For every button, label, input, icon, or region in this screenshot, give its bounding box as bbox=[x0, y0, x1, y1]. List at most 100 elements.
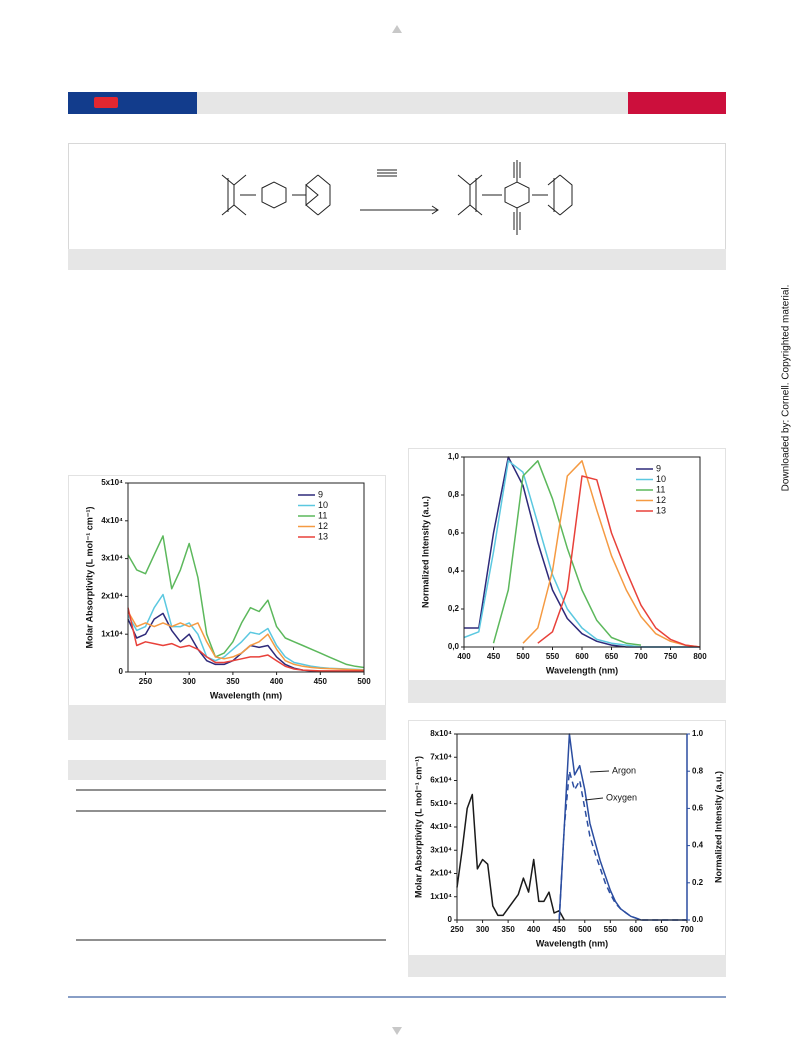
x-tick-label: 250 bbox=[139, 677, 153, 686]
legend-label: 11 bbox=[318, 510, 327, 520]
y-tick-label: 2x10⁴ bbox=[101, 592, 123, 601]
y-tick-label: 1x10⁴ bbox=[101, 629, 123, 638]
annotation: Argon bbox=[612, 765, 636, 775]
y-tick-label: 4x10⁴ bbox=[430, 822, 452, 831]
y-tick-label: 3x10⁴ bbox=[101, 554, 123, 563]
x-tick-label: 650 bbox=[605, 652, 619, 661]
series-line bbox=[127, 611, 365, 671]
y-tick-label: 8x10⁴ bbox=[430, 729, 452, 738]
x-tick-label: 450 bbox=[553, 925, 567, 934]
y-axis-label: Normalized Intensity (a.u.) bbox=[420, 496, 430, 608]
y-tick-label: 6x10⁴ bbox=[430, 776, 452, 785]
y2-tick-label: 0.0 bbox=[692, 915, 704, 924]
x-tick-label: 450 bbox=[314, 677, 328, 686]
x-axis-label: Wavelength (nm) bbox=[546, 665, 618, 675]
series-line bbox=[492, 460, 642, 646]
x-tick-label: 800 bbox=[693, 652, 707, 661]
y2-tick-label: 0.8 bbox=[692, 766, 704, 775]
y-tick-label: 1,0 bbox=[448, 452, 460, 461]
x-tick-label: 700 bbox=[680, 925, 694, 934]
x-tick-label: 650 bbox=[655, 925, 669, 934]
series-line bbox=[456, 793, 565, 921]
x-tick-label: 700 bbox=[634, 652, 648, 661]
header-red bbox=[628, 92, 726, 114]
annotation-leader bbox=[584, 797, 604, 801]
series-line bbox=[558, 733, 687, 921]
scheme-caption bbox=[68, 249, 726, 270]
y2-tick-label: 0.4 bbox=[692, 841, 704, 850]
x-tick-label: 500 bbox=[516, 652, 530, 661]
x-tick-label: 500 bbox=[578, 925, 592, 934]
x-tick-label: 400 bbox=[270, 677, 284, 686]
y2-tick-label: 1.0 bbox=[692, 729, 704, 738]
y-tick-label: 0,6 bbox=[448, 528, 460, 537]
y-tick-label: 2x10⁴ bbox=[430, 869, 452, 878]
x-tick-label: 400 bbox=[527, 925, 541, 934]
reaction-arrow bbox=[360, 205, 439, 215]
header-badge bbox=[94, 97, 118, 108]
y-tick-label: 5x10⁴ bbox=[101, 478, 123, 487]
page-down-arrow[interactable] bbox=[392, 1027, 402, 1035]
legend-label: 11 bbox=[656, 484, 665, 494]
x-tick-label: 750 bbox=[664, 652, 678, 661]
x-tick-label: 550 bbox=[604, 925, 618, 934]
legend-label: 12 bbox=[656, 495, 666, 505]
legend-label: 13 bbox=[318, 531, 328, 541]
plot-frame bbox=[127, 482, 365, 673]
legend-label: 9 bbox=[318, 489, 323, 499]
y-axis-label: Molar Absorptivity (L mol⁻¹ cm⁻¹) bbox=[413, 756, 423, 898]
table-caption bbox=[68, 760, 386, 780]
page-up-arrow[interactable] bbox=[392, 25, 402, 33]
legend-label: 13 bbox=[656, 505, 666, 515]
x-tick-label: 350 bbox=[226, 677, 240, 686]
x-tick-label: 450 bbox=[487, 652, 501, 661]
y-tick-label: 7x10⁴ bbox=[430, 752, 452, 761]
x-axis-label: Wavelength (nm) bbox=[210, 690, 282, 700]
legend-label: 10 bbox=[318, 500, 328, 510]
y2-tick-label: 0.6 bbox=[692, 804, 704, 813]
y-tick-label: 0,8 bbox=[448, 490, 460, 499]
annotation: Oxygen bbox=[606, 792, 637, 802]
y-tick-label: 3x10⁴ bbox=[430, 845, 452, 854]
x-tick-label: 400 bbox=[457, 652, 471, 661]
x-tick-label: 300 bbox=[183, 677, 197, 686]
x-tick-label: 600 bbox=[629, 925, 643, 934]
y-tick-label: 0,4 bbox=[448, 566, 460, 575]
x-tick-label: 300 bbox=[476, 925, 490, 934]
header-gray bbox=[197, 92, 628, 114]
figure-2-caption bbox=[408, 680, 726, 703]
series-line bbox=[127, 535, 365, 669]
series-line bbox=[127, 612, 364, 673]
product bbox=[457, 160, 573, 235]
y-tick-label: 0,0 bbox=[448, 642, 460, 651]
x-tick-label: 250 bbox=[450, 925, 464, 934]
annotation-leader bbox=[589, 770, 610, 773]
legend-label: 9 bbox=[656, 463, 661, 473]
series-line bbox=[127, 607, 364, 672]
scheme-drawing bbox=[221, 160, 573, 235]
header-blue bbox=[68, 92, 197, 114]
x-tick-label: 550 bbox=[546, 652, 560, 661]
x-tick-label: 600 bbox=[575, 652, 589, 661]
y-tick-label: 0 bbox=[119, 667, 124, 676]
reagent bbox=[377, 169, 397, 177]
x-tick-label: 500 bbox=[357, 677, 371, 686]
series-line bbox=[537, 475, 701, 648]
y-tick-label: 1x10⁴ bbox=[430, 892, 452, 901]
reactant bbox=[221, 174, 331, 216]
y-tick-label: 0 bbox=[448, 915, 453, 924]
y2-tick-label: 0.2 bbox=[692, 878, 704, 887]
side-note: Downloaded by: Cornell. Copyrighted mate… bbox=[781, 285, 792, 492]
legend-label: 12 bbox=[318, 521, 328, 531]
y-tick-label: 4x10⁴ bbox=[101, 516, 123, 525]
y-tick-label: 5x10⁴ bbox=[430, 799, 452, 808]
series-line bbox=[522, 460, 701, 648]
y-tick-label: 0,2 bbox=[448, 604, 460, 613]
x-tick-label: 350 bbox=[501, 925, 515, 934]
legend-label: 10 bbox=[656, 474, 666, 484]
y-axis-label: Molar Absorptivity (L mol⁻¹ cm⁻¹) bbox=[84, 506, 94, 648]
x-axis-label: Wavelength (nm) bbox=[536, 938, 608, 948]
figure-3-caption bbox=[408, 955, 726, 977]
